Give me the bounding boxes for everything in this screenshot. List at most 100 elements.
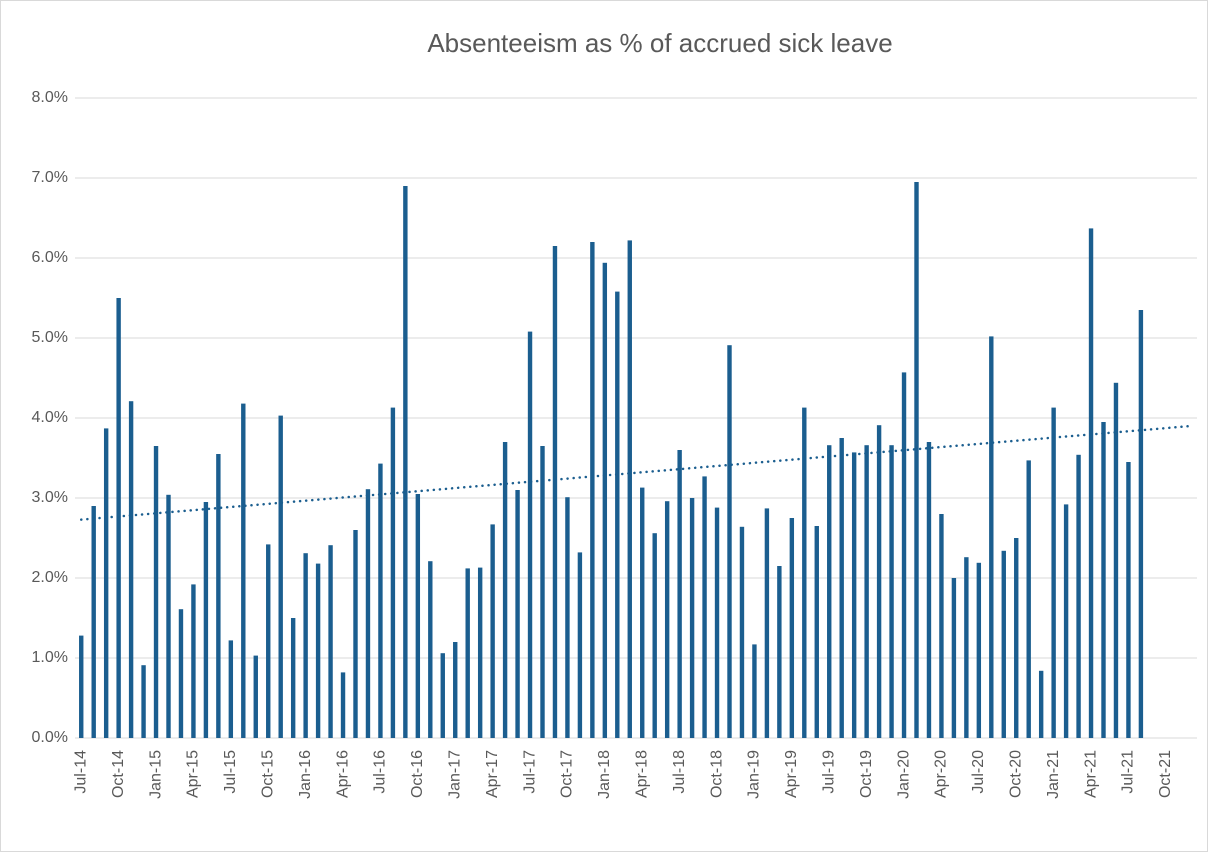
bar	[440, 653, 445, 738]
x-tick-label: Oct-17	[559, 750, 576, 798]
x-tick-label: Oct-16	[409, 750, 426, 798]
bar	[889, 445, 894, 738]
bar	[652, 533, 657, 738]
x-tick-label: Jul-21	[1120, 750, 1137, 794]
bar	[914, 182, 919, 738]
bar	[166, 494, 171, 738]
bar	[216, 454, 221, 738]
x-tick-label: Jul-19	[820, 750, 837, 794]
x-tick-label: Apr-16	[334, 750, 351, 798]
x-tick-label: Jan-20	[895, 750, 912, 799]
bar	[951, 578, 957, 738]
bar	[465, 568, 470, 738]
x-tick-label: Apr-19	[783, 750, 800, 798]
bar	[378, 463, 383, 738]
bar	[939, 514, 944, 738]
bar	[727, 345, 732, 738]
y-tick-label: 6.0%	[32, 249, 68, 266]
bar	[577, 552, 583, 738]
x-tick-label: Oct-15	[259, 750, 276, 798]
bar	[876, 425, 882, 738]
bar	[353, 530, 358, 738]
bar	[315, 563, 321, 738]
bar	[303, 553, 308, 738]
bar	[901, 372, 907, 738]
bar	[627, 240, 632, 738]
bar	[926, 442, 932, 738]
bar	[1063, 504, 1069, 738]
bar	[864, 445, 869, 738]
bar	[153, 446, 159, 738]
bar	[976, 562, 982, 738]
bar	[490, 524, 495, 738]
y-tick-label: 4.0%	[32, 409, 68, 426]
bar	[827, 445, 832, 738]
bar	[266, 544, 271, 738]
bar	[502, 442, 508, 738]
bar	[552, 246, 558, 738]
x-tick-label: Apr-21	[1082, 750, 1099, 798]
bar	[714, 507, 720, 738]
y-tick-label: 2.0%	[32, 569, 68, 586]
bar	[1038, 670, 1044, 738]
bar	[191, 584, 196, 738]
x-tick-label: Oct-14	[110, 750, 127, 798]
bar	[428, 561, 433, 738]
bar	[203, 502, 209, 738]
bar	[802, 407, 807, 738]
trendline	[79, 424, 1193, 521]
bar	[178, 609, 184, 738]
bar	[390, 407, 396, 738]
bar	[328, 545, 333, 738]
bar	[1051, 407, 1056, 738]
bar	[752, 644, 757, 738]
bar	[964, 557, 969, 738]
bar	[615, 291, 620, 738]
x-tick-label: Oct-21	[1157, 750, 1174, 798]
bar	[1076, 454, 1081, 738]
bar	[702, 476, 707, 738]
x-tick-label: Jan-21	[1045, 750, 1062, 799]
bar	[777, 566, 782, 738]
y-tick-label: 1.0%	[32, 649, 68, 666]
bar	[1014, 538, 1019, 738]
bar	[1126, 462, 1131, 738]
x-tick-label: Apr-18	[633, 750, 650, 798]
x-tick-label: Jul-18	[671, 750, 688, 794]
bar	[640, 487, 645, 738]
bar	[1001, 550, 1006, 738]
bar	[540, 446, 545, 738]
bar	[851, 452, 857, 738]
x-tick-label: Apr-15	[185, 750, 202, 798]
bar	[814, 526, 819, 738]
bar	[415, 494, 421, 738]
x-tick-label: Jul-20	[970, 750, 987, 794]
x-tick-label: Jul-16	[372, 750, 389, 794]
bar	[1101, 422, 1106, 738]
bar	[989, 336, 994, 738]
y-tick-label: 5.0%	[32, 329, 68, 346]
bar	[116, 298, 121, 738]
bar	[128, 401, 134, 738]
bar	[141, 665, 146, 738]
x-tick-label: Jan-15	[147, 750, 164, 799]
bar	[739, 526, 745, 738]
bar	[677, 450, 682, 738]
x-tick-label: Jan-16	[297, 750, 314, 799]
x-tick-label: Jul-15	[222, 750, 239, 794]
bar	[1113, 382, 1119, 738]
bar	[689, 498, 695, 738]
bar	[602, 262, 608, 738]
x-tick-label: Jan-19	[746, 750, 763, 799]
x-tick-label: Jul-17	[521, 750, 538, 794]
bar	[839, 438, 844, 738]
bar	[290, 618, 296, 738]
bar	[664, 501, 670, 738]
bar	[527, 331, 533, 738]
bar	[103, 428, 109, 738]
bar	[365, 489, 371, 738]
x-tick-label: Jan-18	[596, 750, 613, 799]
bar	[590, 242, 595, 738]
